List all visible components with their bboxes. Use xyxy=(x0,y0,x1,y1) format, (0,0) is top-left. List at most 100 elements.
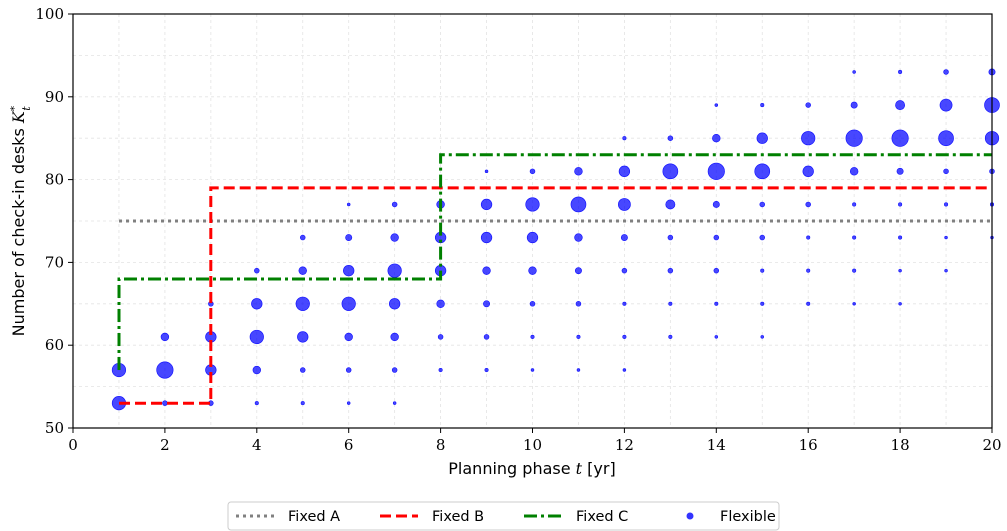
x-tick-label: 0 xyxy=(68,436,78,454)
flexible-point xyxy=(529,301,536,307)
flexible-point xyxy=(943,69,949,75)
legend-marker-flexible xyxy=(686,512,694,520)
flexible-point xyxy=(436,299,445,308)
x-axis-label: Planning phase t [yr] xyxy=(448,459,615,478)
flexible-point xyxy=(438,368,443,373)
flexible-point xyxy=(574,233,583,242)
flexible-point xyxy=(850,101,858,109)
flexible-point xyxy=(760,268,765,273)
flexible-point xyxy=(574,167,583,176)
flexible-point xyxy=(162,400,168,406)
y-axis-label: Number of check-in desks K*t xyxy=(8,105,33,336)
y-tick-label: 50 xyxy=(45,419,64,437)
flexible-point xyxy=(938,130,954,147)
flexible-point xyxy=(668,334,673,339)
flexible-point xyxy=(895,100,906,111)
flexible-point xyxy=(898,302,902,306)
flexible-point xyxy=(345,234,353,242)
flexible-point xyxy=(388,298,401,310)
flexible-point xyxy=(845,129,863,147)
flexible-point xyxy=(526,231,539,244)
flexible-point xyxy=(391,367,398,373)
flexible-point xyxy=(484,169,489,174)
flexible-point xyxy=(806,235,811,240)
flexible-point xyxy=(346,401,351,405)
flexible-point xyxy=(939,98,953,112)
flexible-point xyxy=(622,334,627,339)
flexible-point xyxy=(852,302,856,306)
flexible-point xyxy=(898,202,903,207)
y-tick-label: 80 xyxy=(45,171,64,189)
flexible-point xyxy=(622,368,627,372)
flexible-point xyxy=(251,298,263,310)
flexible-point xyxy=(760,103,765,108)
x-tick-label: 18 xyxy=(891,436,910,454)
flexible-point xyxy=(530,334,535,339)
flexible-point xyxy=(662,163,679,180)
flexible-point xyxy=(802,165,814,177)
flexible-point xyxy=(944,235,948,240)
step-lines xyxy=(117,153,992,405)
flexible-point xyxy=(576,334,581,339)
series-fixed_c-line xyxy=(117,153,992,370)
flexible-point xyxy=(898,268,902,273)
flexible-point xyxy=(665,199,676,210)
flexible-point xyxy=(574,267,582,275)
flexible-point xyxy=(341,296,356,311)
flexible-point xyxy=(254,267,260,274)
flexible-point xyxy=(760,335,764,339)
flexible-point xyxy=(756,132,768,144)
flexible-point xyxy=(299,367,306,373)
flexible-point xyxy=(249,329,264,345)
flexible-point xyxy=(529,168,536,175)
flexible-point xyxy=(852,70,856,74)
flexible-point xyxy=(714,103,719,107)
flexible-point xyxy=(668,301,673,306)
flexible-point xyxy=(618,165,631,177)
legend-label-fixed_a: Fixed A xyxy=(288,509,340,525)
flexible-point xyxy=(345,367,352,373)
flexible-point xyxy=(622,301,627,306)
flexible-point xyxy=(483,334,490,340)
flexible-point xyxy=(484,368,489,373)
flexible-point xyxy=(759,234,765,241)
x-tick-label: 4 xyxy=(252,436,262,454)
legend-label-fixed_c: Fixed C xyxy=(576,509,628,525)
x-tick-label: 10 xyxy=(523,436,542,454)
x-tick-label: 6 xyxy=(344,436,354,454)
flexible-point xyxy=(480,231,493,244)
flexible-point xyxy=(707,162,725,180)
y-tick-label: 70 xyxy=(45,253,64,271)
flexible-point xyxy=(760,301,765,306)
legend-label-flexible: Flexible xyxy=(720,509,776,525)
flexible-point xyxy=(714,335,719,339)
x-tick-label: 2 xyxy=(160,436,170,454)
series-fixed_b-line xyxy=(119,186,992,405)
flexible-point xyxy=(712,200,720,208)
flexible-point xyxy=(160,332,170,342)
flexible-point xyxy=(300,401,305,406)
flexible-point xyxy=(156,361,174,379)
flexible-point xyxy=(943,168,949,175)
flexible-point xyxy=(528,266,537,275)
flexible-point xyxy=(480,198,493,211)
x-tick-label: 12 xyxy=(615,436,634,454)
flexible-point xyxy=(575,301,582,307)
flexible-markers xyxy=(111,68,1000,411)
flexible-point xyxy=(805,201,811,208)
flexible-point xyxy=(712,134,721,143)
x-tick-label: 16 xyxy=(799,436,818,454)
flexible-point xyxy=(852,202,857,207)
legend: Fixed A Fixed B Fixed C Flexible xyxy=(227,501,780,531)
flexible-point xyxy=(254,401,259,406)
flexible-point xyxy=(295,296,310,311)
x-tick-label: 14 xyxy=(707,436,726,454)
flexible-point xyxy=(944,268,948,273)
flexible-point xyxy=(852,235,857,240)
flexible-point xyxy=(713,234,720,241)
flexible-point xyxy=(944,202,949,207)
flexible-point xyxy=(390,233,399,242)
flexible-point xyxy=(392,401,397,405)
flexible-point xyxy=(387,263,402,278)
